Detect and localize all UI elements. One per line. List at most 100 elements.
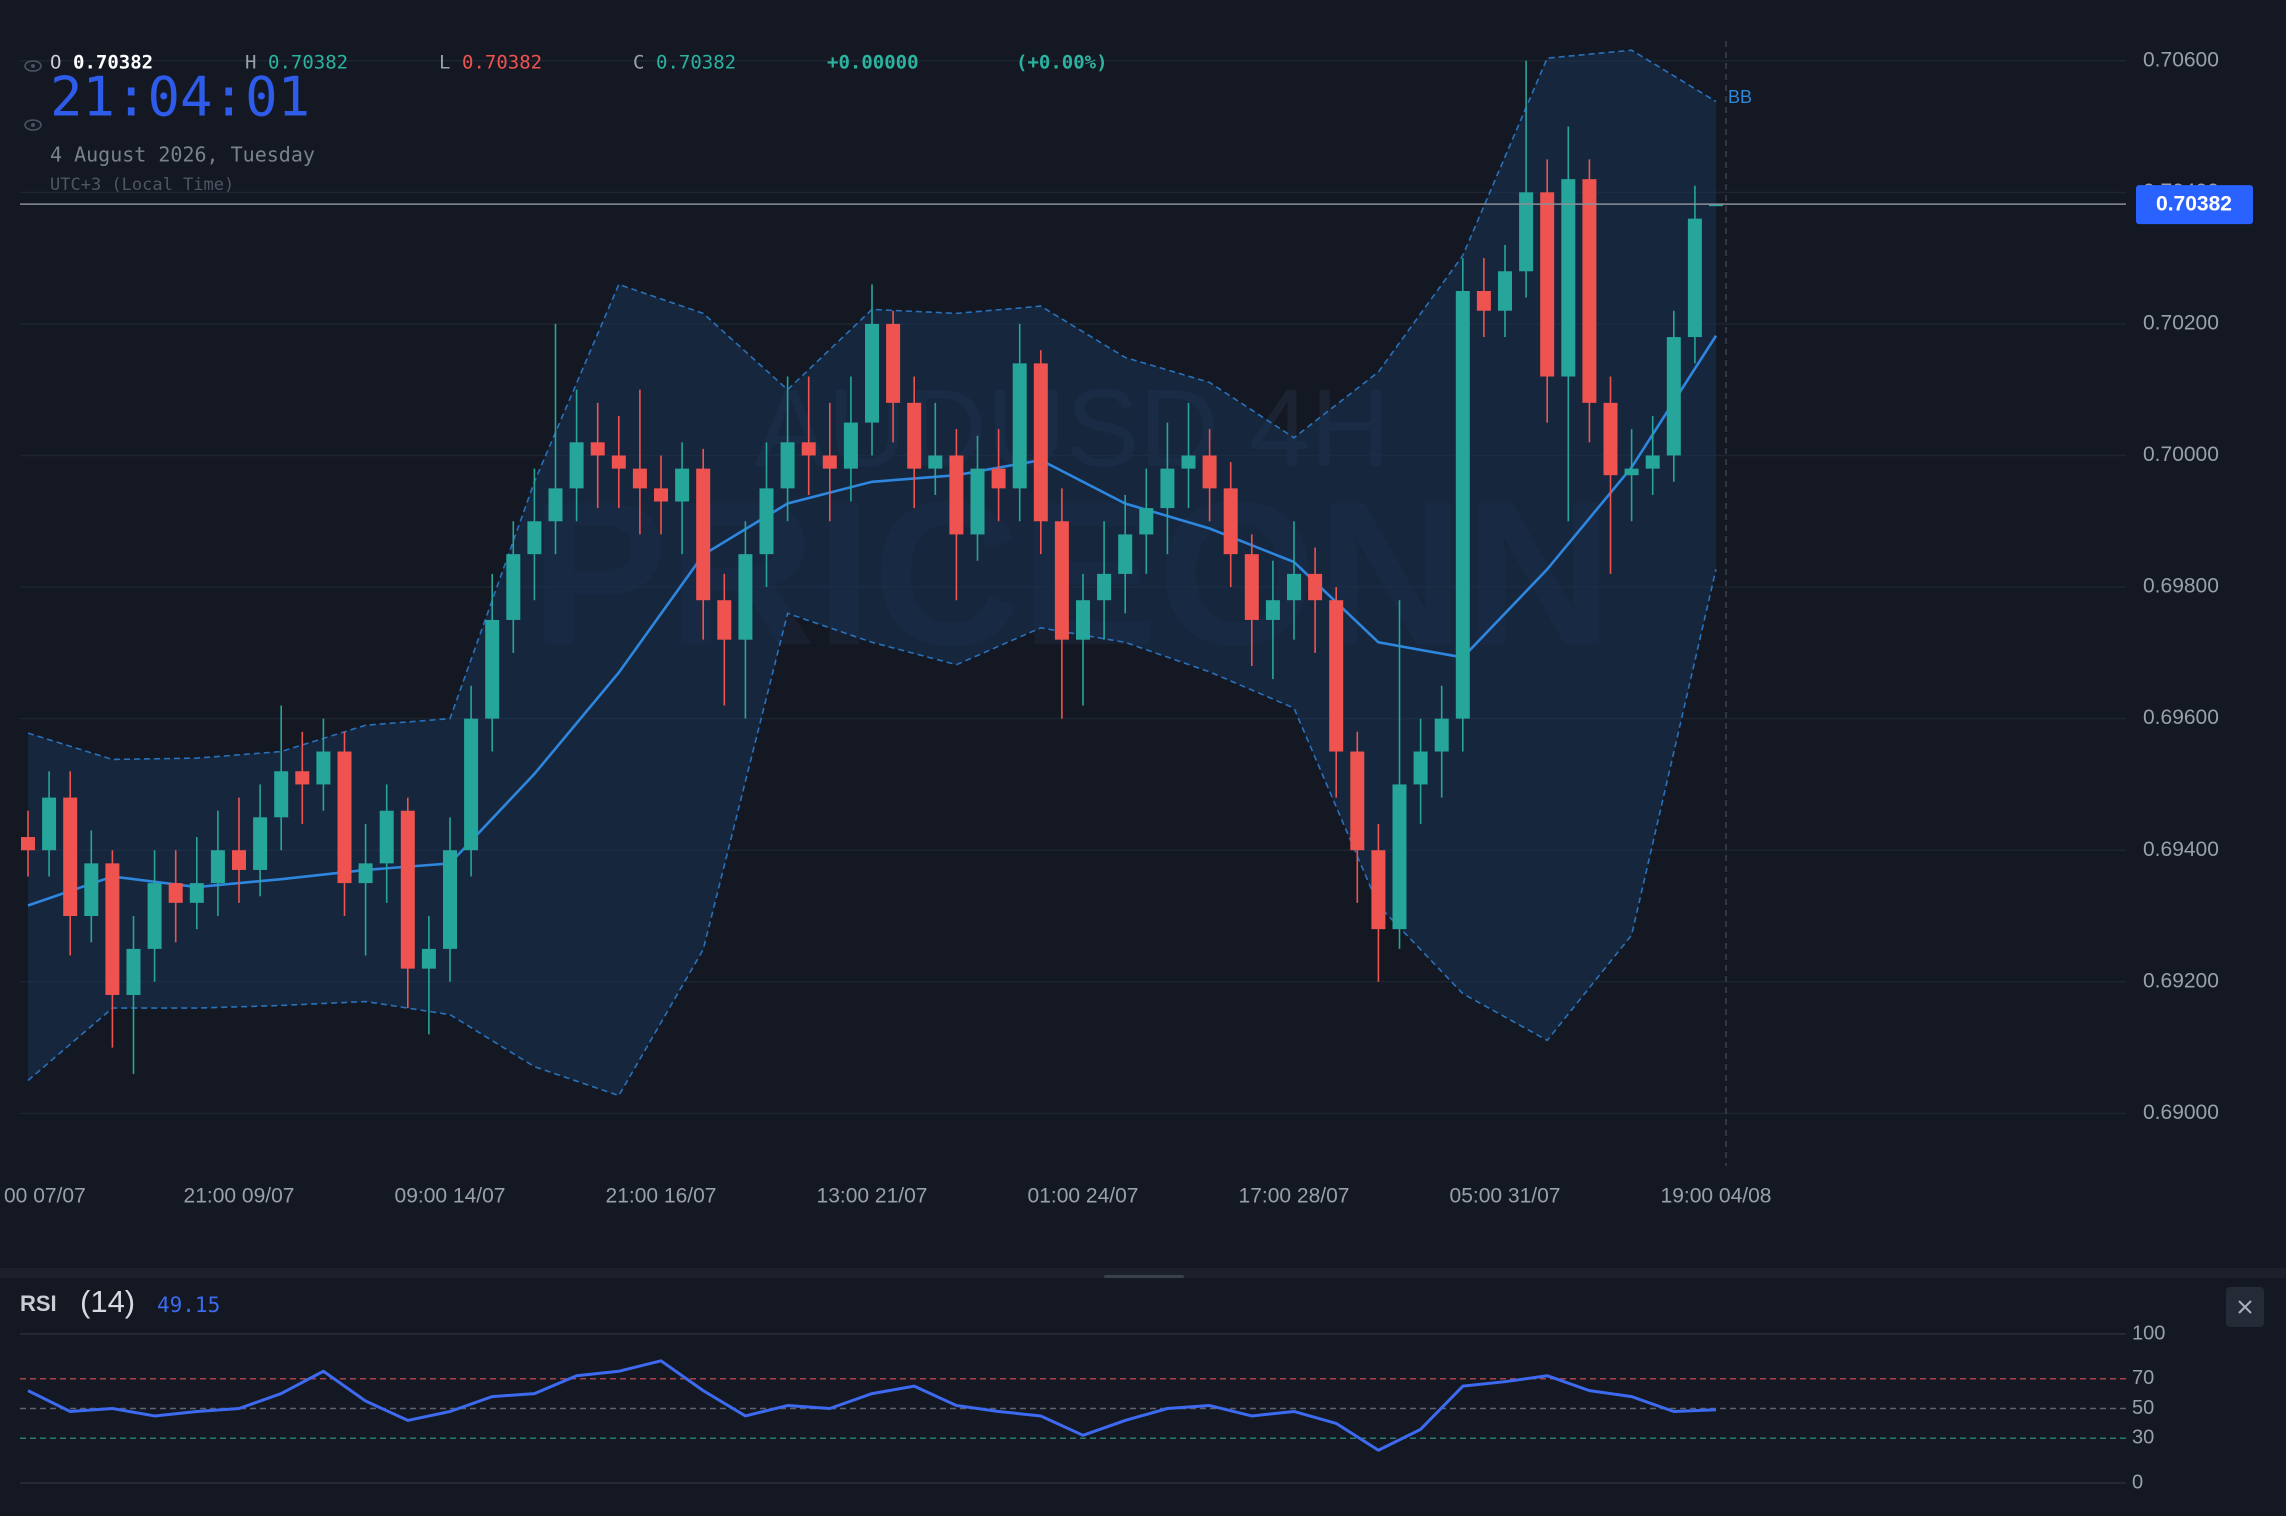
candle-body (210, 850, 225, 884)
candle-body (1561, 179, 1576, 377)
candle-body (569, 442, 584, 489)
x-tick-label: 00 07/07 (4, 1185, 86, 1208)
candle-body (1709, 204, 1723, 207)
candle-body (1624, 468, 1639, 476)
pane-separator (0, 1268, 2286, 1278)
candle-body (928, 455, 943, 469)
candle-body (1392, 784, 1407, 930)
candle-body (253, 817, 268, 870)
candle-body (1329, 600, 1344, 752)
candle-body (1666, 337, 1681, 456)
candle-body (611, 455, 626, 469)
candle-body (189, 883, 204, 903)
candle-body (780, 442, 795, 489)
candle-body (1097, 573, 1112, 601)
x-tick-label: 05:00 31/07 (1450, 1185, 1561, 1208)
candle-body (970, 468, 985, 535)
candle-body (21, 837, 35, 851)
change-value: +0.00000 (827, 52, 919, 74)
last-price-label: 0.70382 (2156, 193, 2232, 216)
candle-body (1413, 751, 1428, 785)
candle-body (1645, 455, 1660, 469)
clock: 21:04:01 (50, 66, 310, 129)
candle-body (1139, 508, 1154, 535)
candle-body (1223, 488, 1238, 555)
candle-body (886, 323, 901, 403)
candle-body (443, 850, 457, 949)
rsi-tick-label: 30 (2132, 1427, 2154, 1449)
rsi-name: RSI (20, 1291, 57, 1316)
rsi-tick-label: 50 (2132, 1397, 2154, 1419)
candle-body (675, 468, 690, 502)
close-pane-button[interactable] (2226, 1287, 2264, 1327)
candle-body (1687, 218, 1702, 338)
candle-body (1476, 291, 1491, 311)
y-tick-label: 0.69800 (2143, 575, 2219, 598)
candle-body (464, 718, 479, 851)
candle-body (400, 810, 415, 969)
open-value: 0.70382 (73, 52, 153, 74)
candle-body (991, 468, 1006, 489)
plot-area (21, 49, 1723, 1097)
candle-body (1582, 179, 1597, 403)
bb-upper (27, 49, 1717, 761)
candle-body (1244, 554, 1259, 620)
ohlc-header: O 0.70382 H 0.70382 L 0.70382 C 0.70382 … (24, 52, 1108, 195)
high-value: 0.70382 (268, 52, 348, 74)
bb-middle (27, 335, 1718, 907)
close-value: 0.70382 (656, 52, 736, 74)
eye-icon[interactable] (24, 119, 42, 131)
y-tick-label: 0.69000 (2143, 1101, 2219, 1124)
candle-body (1371, 850, 1386, 930)
x-tick-label: 13:00 21/07 (817, 1185, 928, 1208)
candle-body (1054, 521, 1069, 640)
change-percent: (+0.00%) (1016, 52, 1108, 74)
timezone: UTC+3 (Local Time) (50, 175, 234, 195)
candle-body (42, 797, 57, 851)
y-tick-label: 0.70200 (2143, 311, 2219, 334)
y-tick-label: 0.70600 (2143, 48, 2219, 71)
candle-body (822, 455, 837, 469)
axes: 0.69000 0.69200 0.69400 0.69600 0.69800 0.700… (4, 48, 2253, 1208)
candle-body (232, 850, 246, 870)
candle-body (358, 863, 373, 884)
candle-body (379, 810, 394, 864)
candle-body (1181, 455, 1196, 469)
pane-resize-handle[interactable] (1104, 1275, 1184, 1278)
candle-body (949, 455, 964, 535)
y-tick-label: 0.69600 (2143, 706, 2219, 729)
candle-body (1287, 573, 1301, 601)
candle-body (421, 948, 436, 969)
y-tick-label: 0.69400 (2143, 838, 2219, 861)
x-tick-label: 01:00 24/07 (1028, 1185, 1139, 1208)
last-price-box (2136, 185, 2253, 225)
candle-body (1540, 192, 1555, 377)
eye-icon[interactable] (24, 60, 42, 72)
x-tick-label: 19:00 04/08 (1661, 1185, 1772, 1208)
candle-body (1498, 271, 1512, 311)
candle-body (316, 751, 331, 785)
candle-body (485, 619, 500, 719)
candle-body (168, 883, 183, 903)
low-value: 0.70382 (462, 52, 542, 74)
rsi-period: (14) (80, 1284, 135, 1319)
candle-body (1350, 751, 1365, 851)
candle-body (337, 751, 352, 884)
bb-lower (27, 569, 1717, 1097)
candle-body (801, 442, 816, 456)
candle-body (548, 488, 563, 522)
candle-body (105, 863, 120, 995)
candle-body (590, 442, 605, 456)
candle-body (1603, 402, 1618, 476)
rsi-tick-label: 70 (2132, 1367, 2154, 1389)
rsi-value: 49.15 (157, 1293, 220, 1317)
rsi-tick-label: 100 (2132, 1322, 2165, 1344)
candle-body (632, 468, 647, 489)
high-label: H (245, 52, 256, 74)
candle-body (1455, 291, 1470, 719)
candle-body (907, 402, 922, 469)
candle-body (843, 422, 858, 469)
candle-body (1076, 600, 1090, 640)
